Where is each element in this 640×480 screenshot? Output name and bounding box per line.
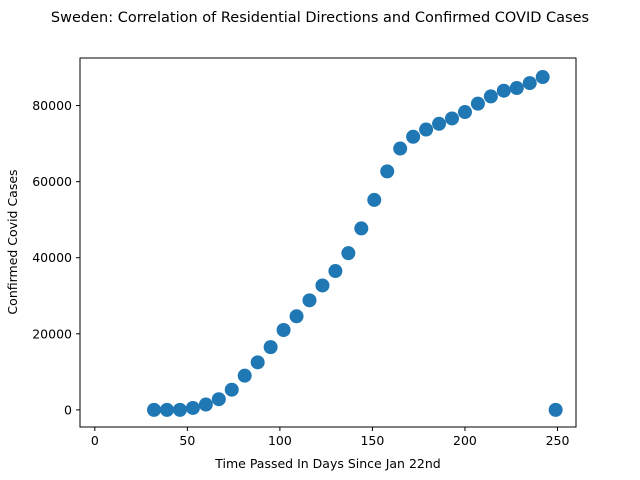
data-point xyxy=(509,81,524,96)
data-point xyxy=(250,355,265,370)
x-tick-label: 200 xyxy=(453,433,477,448)
y-axis-label: Confirmed Covid Cases xyxy=(5,169,20,314)
data-point xyxy=(354,221,369,236)
data-point xyxy=(172,402,187,417)
data-point xyxy=(367,192,382,207)
data-point xyxy=(276,322,291,337)
data-point xyxy=(224,382,239,397)
data-point xyxy=(457,105,472,120)
data-points xyxy=(147,70,563,417)
y-tick-label: 40000 xyxy=(32,250,72,265)
data-point xyxy=(185,400,200,415)
y-axis-ticks: 0 20000 40000 60000 80000 xyxy=(32,98,80,417)
data-point xyxy=(522,76,537,91)
data-point xyxy=(263,340,278,355)
data-point xyxy=(380,164,395,179)
data-point xyxy=(237,368,252,383)
data-point xyxy=(470,96,485,111)
x-tick-label: 250 xyxy=(546,433,570,448)
data-point xyxy=(483,89,498,104)
data-point xyxy=(147,402,162,417)
data-point xyxy=(406,129,421,144)
x-tick-label: 0 xyxy=(91,433,99,448)
data-point xyxy=(159,402,174,417)
data-point xyxy=(315,278,330,293)
data-point xyxy=(393,141,408,156)
data-point xyxy=(432,116,447,131)
x-tick-label: 150 xyxy=(360,433,384,448)
data-point xyxy=(211,392,226,407)
y-tick-label: 60000 xyxy=(32,174,72,189)
chart-title: Sweden: Correlation of Residential Direc… xyxy=(51,10,589,26)
y-tick-label: 0 xyxy=(64,402,72,417)
y-tick-label: 80000 xyxy=(32,98,72,113)
data-point xyxy=(289,309,304,324)
data-point xyxy=(496,83,511,98)
data-point xyxy=(535,70,550,85)
data-point xyxy=(328,264,343,279)
data-point xyxy=(548,402,563,417)
data-point xyxy=(341,246,356,261)
y-tick-label: 20000 xyxy=(32,326,72,341)
plot-area xyxy=(79,57,577,428)
data-point xyxy=(419,122,434,137)
data-point xyxy=(302,293,317,308)
x-tick-label: 100 xyxy=(268,433,292,448)
data-point xyxy=(445,111,459,126)
x-axis-label: Time Passed In Days Since Jan 22nd xyxy=(214,456,440,471)
x-axis-ticks: 0 50 100 150 200 250 xyxy=(91,427,570,448)
data-point xyxy=(198,397,213,412)
plot-frame xyxy=(79,57,577,428)
x-tick-label: 50 xyxy=(179,433,195,448)
